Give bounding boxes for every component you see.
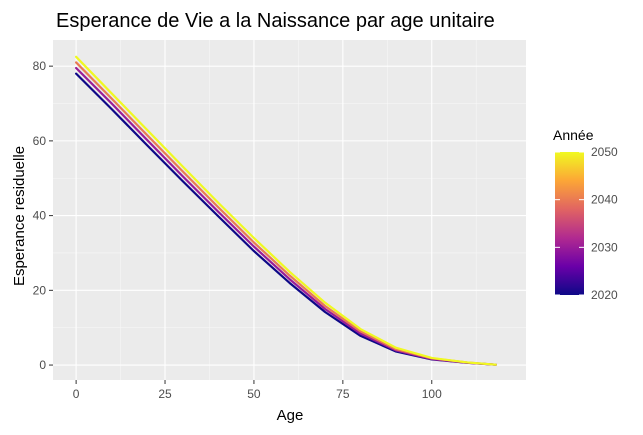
series-lines [75,55,497,366]
legend-title: Année [553,127,594,143]
y-tick-label: 0 [39,358,46,372]
y-axis-title: Esperance residuelle [11,146,28,286]
colorbar-tick-label: 2020 [591,288,618,302]
chart-title: Esperance de Vie a la Naissance par age … [56,10,495,32]
colorbar-ticks: 2020 2030 2040 2050 [555,145,618,302]
x-tick-label: 25 [158,387,172,401]
color-legend: Année 2020 2030 2040 2050 [553,127,618,302]
y-tick-label: 40 [33,209,47,223]
x-tick-label: 75 [336,387,350,401]
y-tick-label: 60 [33,134,47,148]
x-tick-label: 100 [422,387,442,401]
colorbar-tick-label: 2040 [591,193,618,207]
y-tick-label: 20 [33,283,47,297]
y-tick-label: 80 [33,59,47,73]
plot-panel [53,40,526,380]
y-axis: 0 20 40 60 80 [33,59,53,372]
x-tick-label: 50 [247,387,261,401]
minor-gridlines [53,40,526,380]
colorbar-tick-label: 2030 [591,240,618,254]
colorbar-tick-label: 2050 [591,145,618,159]
series-line-2050 [75,55,497,366]
colorbar [555,152,584,295]
x-tick-label: 0 [73,387,80,401]
x-axis-title: Age [277,407,304,424]
x-axis: 0 25 50 75 100 [73,380,442,401]
